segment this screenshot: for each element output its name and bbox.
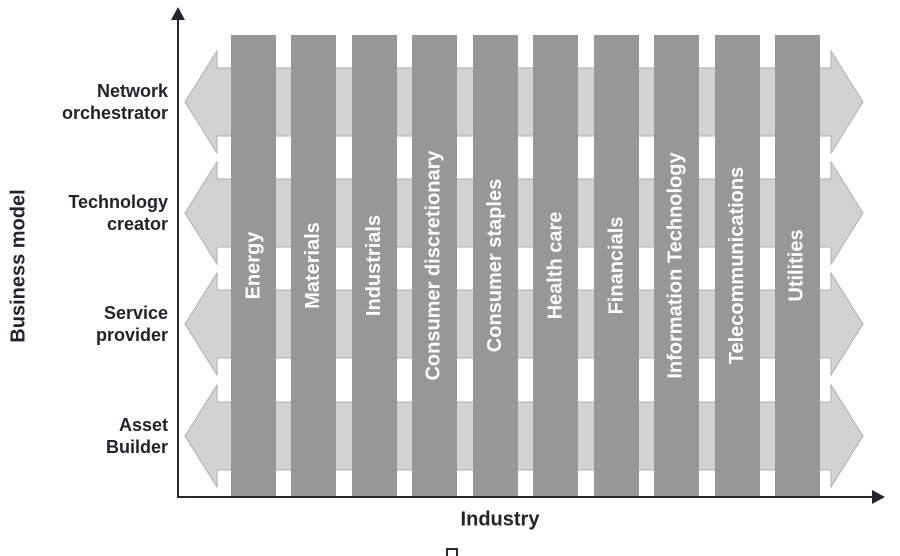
industry-bar-telecommunications: Telecommunications [715, 35, 760, 496]
industry-bar-utilities: Utilities [775, 35, 820, 496]
industry-bar-materials: Materials [291, 35, 336, 496]
industry-bar-label: Industrials [363, 214, 386, 317]
industry-bar-financials: Financials [594, 35, 639, 496]
industry-bar-label: Consumer discretionary [423, 150, 446, 381]
industry-bar-information-technology: Information Technology [654, 35, 699, 496]
industry-bar-label: Health care [544, 211, 566, 320]
industry-bar-industrials: Industrials [352, 35, 397, 496]
industry-bar-energy: Energy [231, 35, 276, 496]
stray-box-glyph [446, 548, 458, 556]
industry-bar-health-care: Health care [533, 35, 578, 496]
industry-bar-label: Financials [605, 216, 627, 315]
industry-bar-label: Telecommunications [726, 166, 749, 365]
x-axis-arrow-icon [872, 490, 885, 504]
industry-bar-consumer-discretionary: Consumer discretionary [412, 35, 457, 496]
industry-bar-label: Energy [242, 231, 264, 300]
y-axis-line [177, 14, 179, 498]
x-axis-line [177, 496, 874, 498]
y-axis-arrow-icon [171, 7, 185, 20]
industry-bar-label: Consumer staples [484, 178, 507, 353]
x-axis-title: Industry [460, 508, 540, 531]
industry-bar-label: Materials [302, 222, 324, 309]
industry-bar-consumer-staples: Consumer staples [473, 35, 518, 496]
y-axis-title: Business model [7, 189, 30, 343]
industry-bar-label: Utilities [786, 229, 808, 302]
industry-bar-label: Information Technology [665, 152, 688, 379]
